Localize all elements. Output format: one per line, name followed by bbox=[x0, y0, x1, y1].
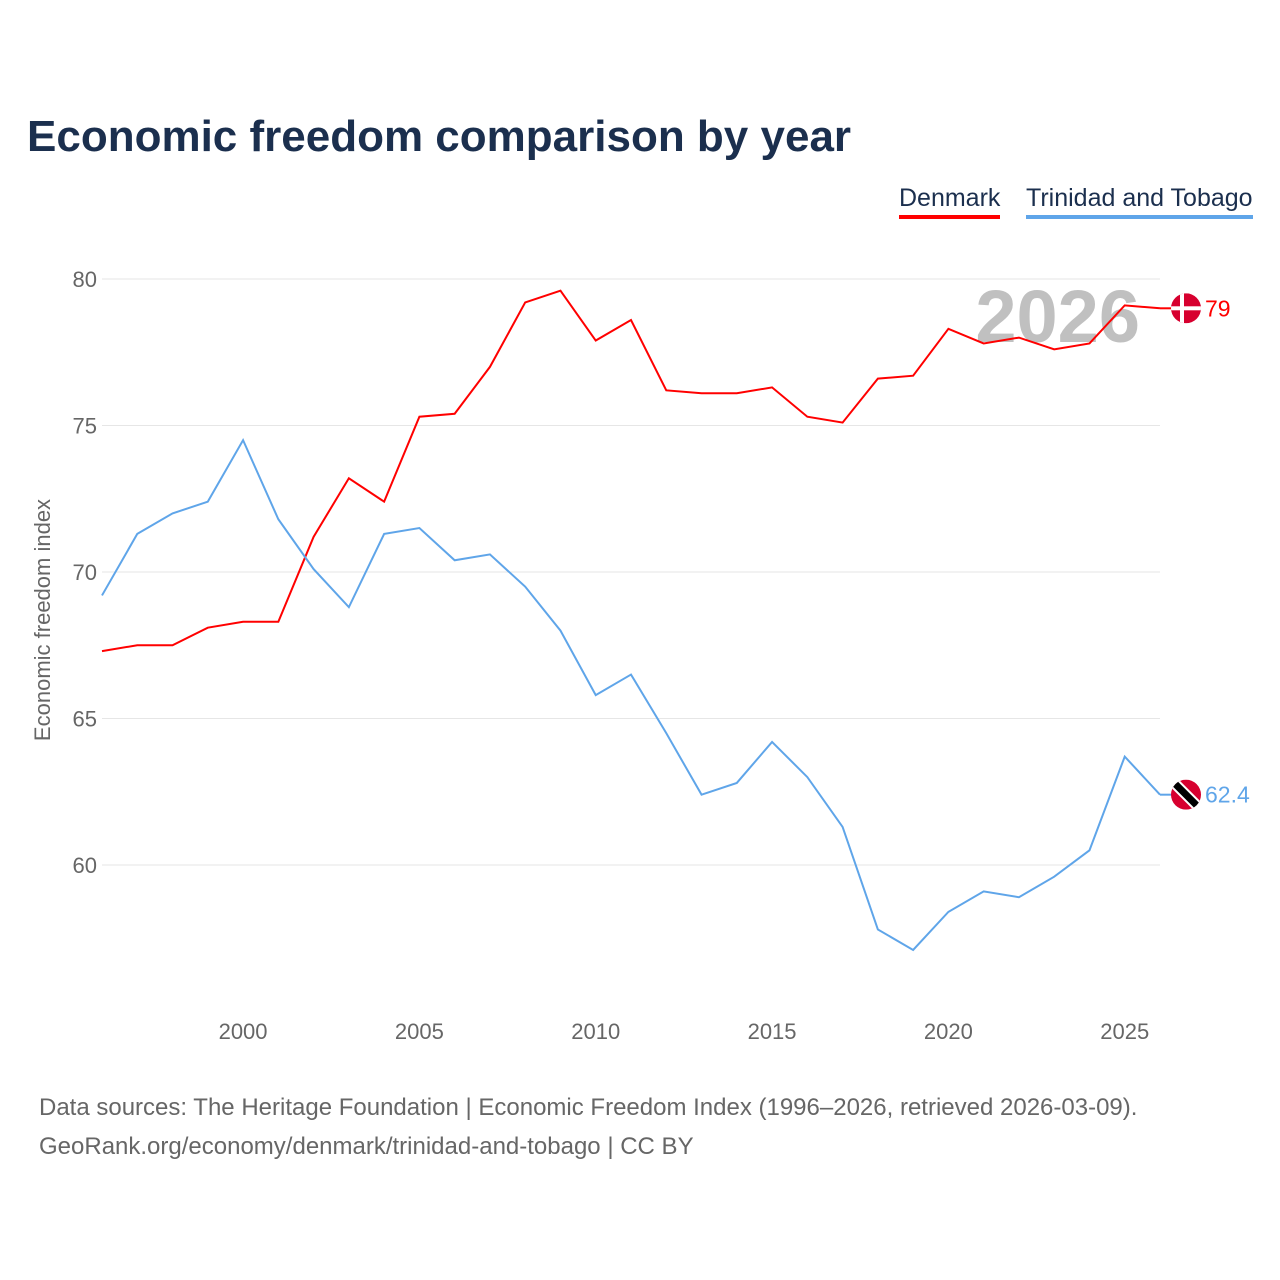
x-tick-label: 2025 bbox=[1100, 1019, 1149, 1044]
source-line-1: Data sources: The Heritage Foundation | … bbox=[39, 1094, 1138, 1121]
trinidad-flag-icon bbox=[1171, 779, 1201, 810]
series-line-1 bbox=[101, 437, 1161, 952]
y-tick-label: 60 bbox=[73, 853, 97, 878]
x-tick-label: 2015 bbox=[748, 1019, 797, 1044]
end-value-label: 79 bbox=[1205, 295, 1231, 321]
y-tick-label: 65 bbox=[73, 707, 97, 732]
source-line-2[interactable]: GeoRank.org/economy/denmark/trinidad-and… bbox=[39, 1133, 694, 1160]
series-line-0 bbox=[101, 289, 1161, 653]
x-tick-label: 2000 bbox=[219, 1019, 268, 1044]
y-tick-label: 75 bbox=[73, 414, 97, 439]
current-year-watermark: 2026 bbox=[975, 275, 1140, 358]
legend-denmark[interactable]: Denmark bbox=[899, 184, 1001, 219]
x-tick-label: 2020 bbox=[924, 1019, 973, 1044]
end-value-label: 62.4 bbox=[1205, 782, 1250, 808]
x-tick-label: 2010 bbox=[571, 1019, 620, 1044]
y-tick-label: 80 bbox=[73, 267, 97, 292]
chart-title: Economic freedom comparison by year bbox=[27, 112, 852, 161]
legend-trinidad-and-tobago[interactable]: Trinidad and Tobago bbox=[1026, 184, 1253, 219]
source-note: Data sources: The Heritage Foundation | … bbox=[39, 1088, 1137, 1166]
denmark-flag-icon bbox=[1171, 293, 1201, 324]
y-tick-label: 70 bbox=[73, 560, 97, 585]
x-tick-label: 2005 bbox=[395, 1019, 444, 1044]
